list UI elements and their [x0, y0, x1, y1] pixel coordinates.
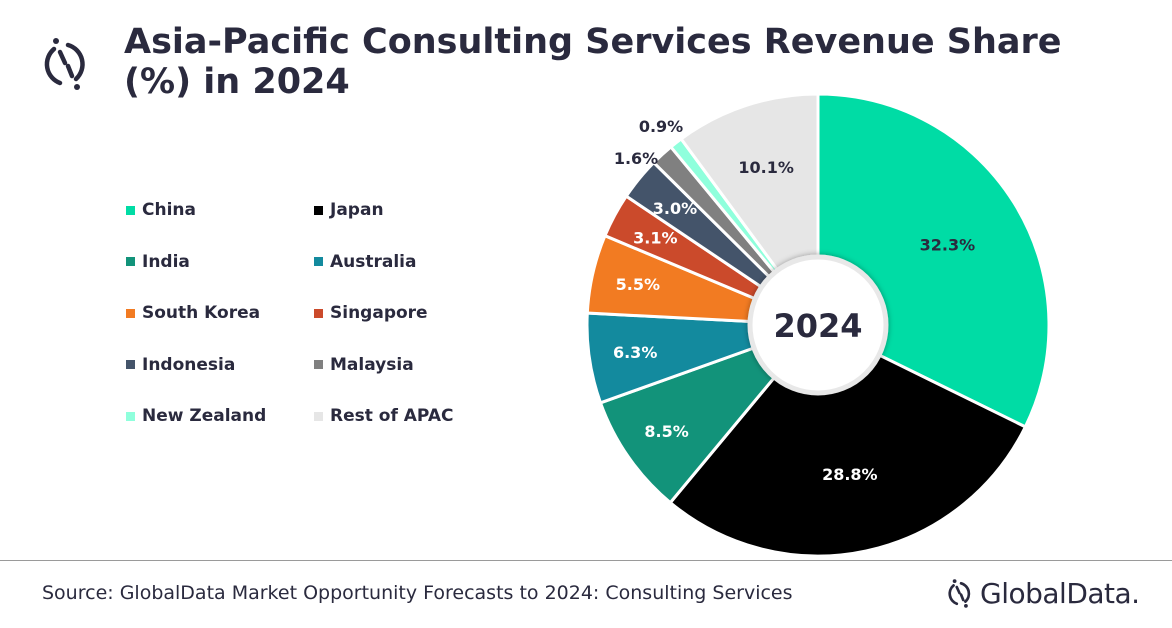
legend-item: Japan — [314, 200, 384, 220]
legend-item: Rest of APAC — [314, 406, 453, 426]
globaldata-logo-icon — [948, 579, 971, 608]
legend-label: South Korea — [142, 303, 261, 323]
legend-item: Singapore — [314, 303, 428, 323]
data-label: 1.6% — [614, 149, 658, 168]
legend-item: Malaysia — [314, 355, 414, 375]
legend-label: India — [142, 251, 190, 272]
center-label: 2024 — [773, 307, 862, 345]
legend-label: Singapore — [330, 303, 428, 323]
legend-label: Rest of APAC — [330, 406, 454, 426]
legend-item: New Zealand — [126, 406, 266, 426]
legend-label: Malaysia — [330, 354, 414, 375]
data-label: 0.9% — [639, 117, 683, 136]
legend-swatch — [126, 360, 135, 369]
pie-slice-japan — [668, 323, 1028, 558]
pie-chart: 32.3% 28.8% 8.5% 6.3% 5.5% 3.1% 3.0% 1.6% 0.9% 10… — [585, 92, 1051, 558]
globaldata-logo-icon — [40, 35, 92, 95]
legend-item: Indonesia — [126, 355, 235, 375]
legend-swatch — [126, 308, 135, 318]
legend-swatch — [126, 205, 135, 215]
legend-swatch — [126, 257, 135, 266]
legend-label: New Zealand — [142, 406, 267, 426]
legend-swatch — [314, 308, 323, 318]
source-note: Source: GlobalData Market Opportunity Fo… — [42, 582, 793, 604]
donut-hole — [747, 254, 889, 396]
brand-name: GlobalData. — [980, 576, 1140, 610]
legend-item: India — [126, 252, 190, 272]
brand-logo: GlobalData. — [946, 575, 1140, 611]
legend-swatch — [314, 411, 323, 421]
data-label: 3.0% — [653, 199, 697, 218]
data-label: 6.3% — [613, 343, 657, 362]
legend-label: Indonesia — [142, 354, 236, 375]
legend-label: Australia — [330, 251, 417, 272]
legend-label: China — [142, 200, 196, 220]
data-label: 3.1% — [633, 228, 677, 247]
legend-label: Japan — [330, 200, 384, 220]
data-label: 8.5% — [644, 422, 688, 441]
data-label: 28.8% — [822, 465, 878, 484]
legend-item: China — [126, 200, 196, 220]
data-label: 10.1% — [738, 158, 794, 177]
footer-divider — [0, 560, 1172, 561]
legend-item: Australia — [314, 252, 417, 272]
legend-swatch — [314, 257, 323, 266]
legend-swatch — [126, 411, 135, 421]
data-label: 5.5% — [616, 275, 660, 294]
legend-swatch — [314, 360, 323, 369]
chart-title: Asia-Pacific Consulting Services Revenue… — [124, 22, 1062, 102]
data-label: 32.3% — [920, 235, 976, 254]
legend-swatch — [314, 205, 323, 215]
legend-item: South Korea — [126, 303, 260, 323]
